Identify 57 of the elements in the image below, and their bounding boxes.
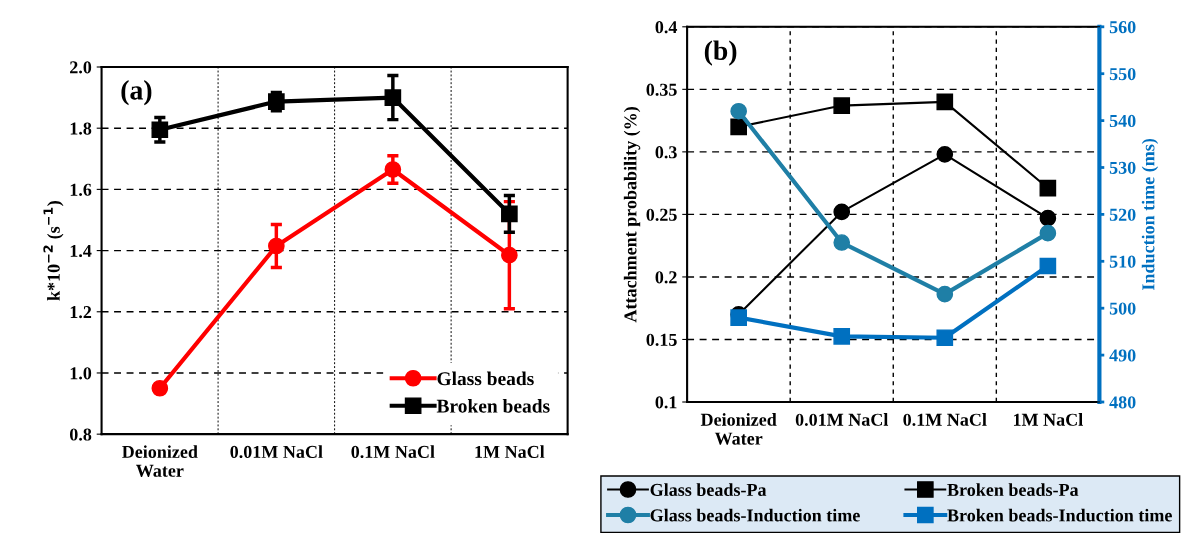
legend-label: Glass beads-Induction time — [650, 508, 860, 522]
y-tick-label: 0.15 — [646, 333, 677, 346]
x-tick-label: 1M NaCl — [475, 445, 545, 458]
y-tick-label: 0.2 — [655, 271, 677, 284]
point — [833, 328, 851, 345]
y-axis-title: Attachment probability (%) — [623, 107, 641, 323]
x-tick-label: 1M NaCl — [1013, 413, 1083, 426]
y2-tick-label: 560 — [1109, 21, 1136, 34]
x-tick-label: Deionized Water — [700, 413, 777, 445]
y2-tick-label: 510 — [1109, 255, 1136, 268]
point — [833, 234, 851, 251]
legend-label: Glass beads-Pa — [650, 483, 767, 496]
y-tick-label: 2.0 — [70, 61, 92, 74]
x-tick-label: 0.1M NaCl — [903, 413, 987, 426]
y-tick-label: 0.1 — [655, 396, 677, 409]
y-tick-label: 0.25 — [646, 208, 677, 221]
y-tick-label: 1.0 — [70, 367, 92, 380]
x-tick-label: Deionized Water — [122, 445, 198, 477]
y-tick-label: 1.4 — [70, 244, 92, 258]
y-tick-label: 1.6 — [70, 183, 92, 196]
y-tick-label: 1.8 — [70, 122, 92, 135]
y-tick-label: 0.8 — [69, 428, 92, 441]
y-tick-label: 0.4 — [655, 21, 678, 34]
point — [730, 118, 747, 136]
y2-tick-label: 550 — [1109, 67, 1136, 81]
y2-axis-title: Induction time (ms) — [1141, 138, 1159, 291]
legend-label: Broken beads — [436, 399, 550, 413]
annotation: (a) — [121, 80, 152, 106]
annotation: (b) — [704, 40, 737, 66]
y2-tick-label: 500 — [1109, 302, 1136, 315]
point — [151, 379, 169, 397]
point — [1039, 224, 1057, 242]
legend-label: Broken beads-Pa — [947, 483, 1079, 496]
legend-label: Glass beads — [437, 371, 534, 386]
legend-label: Broken beads-Induction time — [947, 508, 1172, 522]
point — [936, 285, 954, 303]
y2-tick-label: 490 — [1109, 349, 1136, 362]
y2-tick-label: 540 — [1109, 114, 1136, 128]
point — [1039, 257, 1057, 275]
y2-tick-label: 530 — [1109, 161, 1136, 174]
y-axis-title: k*10$^{−2}$ (s$^{−1}$) — [43, 201, 64, 301]
point — [833, 97, 851, 114]
point — [936, 329, 954, 347]
y2-tick-label: 520 — [1109, 208, 1136, 221]
x-tick-label: 0.01M NaCl — [795, 413, 889, 426]
y-tick-label: 1.2 — [70, 306, 92, 319]
point — [833, 203, 851, 221]
point — [1039, 209, 1057, 227]
point — [1039, 179, 1057, 197]
y-tick-label: 0.35 — [646, 83, 677, 96]
y-tick-label: 0.3 — [655, 146, 677, 159]
x-tick-label: 0.01M NaCl — [230, 445, 323, 459]
point — [936, 93, 954, 111]
point — [936, 146, 954, 163]
x-tick-label: 0.1M NaCl — [351, 445, 435, 459]
point — [730, 102, 747, 120]
y2-tick-label: 480 — [1109, 396, 1136, 409]
